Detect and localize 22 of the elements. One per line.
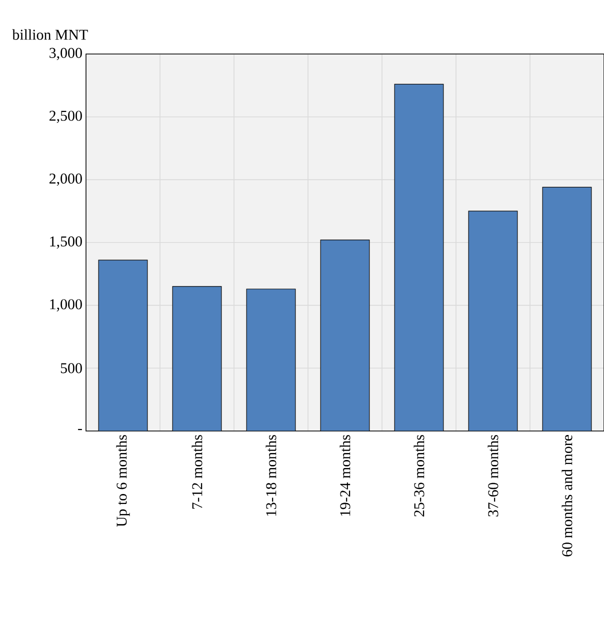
bar <box>468 211 518 431</box>
y-tick-label: 3,000 <box>49 48 82 60</box>
x-tick-label: 7-12 months <box>192 435 202 509</box>
x-tick-label: 13-18 months <box>266 435 276 516</box>
bar <box>172 286 222 431</box>
y-tick-label: 500 <box>60 363 82 374</box>
bar <box>98 260 148 431</box>
y-tick-label: 2,500 <box>49 110 82 123</box>
x-tick-label: 25-36 months <box>414 435 424 516</box>
y-tick-label: 1,000 <box>50 299 82 312</box>
bar <box>320 240 370 431</box>
x-tick-label: 19-24 months <box>340 435 350 516</box>
bar <box>394 84 444 431</box>
y-tick-label: 2,000 <box>49 174 82 186</box>
y-tick-label: 1,500 <box>50 236 82 249</box>
y-axis-title: billion MNT <box>12 29 88 40</box>
x-tick-label: 60 months and more <box>562 435 572 556</box>
bar <box>246 288 296 431</box>
x-tick-label: 37-60 months <box>488 435 498 516</box>
y-tick-label: - <box>78 428 82 430</box>
x-tick-label: Up to 6 months <box>116 435 130 527</box>
bar <box>542 186 592 431</box>
